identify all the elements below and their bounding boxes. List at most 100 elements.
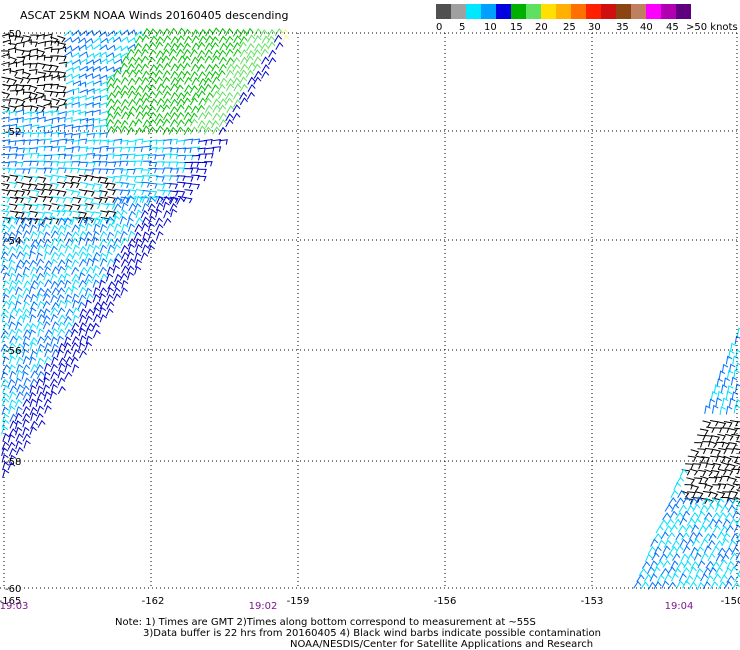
wind-barb (8, 153, 18, 159)
wind-barb (735, 349, 740, 359)
wind-barb (79, 161, 89, 168)
wind-barb (211, 55, 220, 64)
wind-barb (247, 76, 256, 85)
wind-barb (120, 105, 129, 114)
wind-barb (8, 181, 18, 189)
wind-barb (36, 357, 45, 367)
wind-barb (141, 244, 150, 253)
wind-barb (43, 188, 53, 196)
wind-barb (182, 97, 191, 106)
wind-barb (99, 196, 109, 204)
wind-barb (79, 58, 88, 65)
legend-swatch (646, 4, 661, 19)
wind-barb (155, 125, 164, 134)
wind-barb (1, 453, 9, 463)
wind-barb (106, 223, 114, 232)
wind-barb (57, 85, 67, 92)
wind-barb (14, 300, 22, 310)
wind-barb (50, 307, 59, 316)
wind-barb (42, 315, 51, 324)
wind-barb (35, 398, 43, 407)
wind-barb (733, 560, 740, 569)
wind-barb (722, 491, 732, 497)
wind-barb (141, 196, 150, 203)
wind-barb (28, 250, 36, 260)
wind-barb (726, 560, 735, 570)
wind-barb (149, 98, 158, 107)
wind-barb (9, 370, 17, 380)
wind-barb (728, 350, 735, 359)
wind-barb (205, 28, 214, 37)
wind-barb (719, 574, 728, 583)
wind-barb (119, 62, 128, 71)
wind-barb (51, 203, 61, 210)
wind-barb (148, 230, 156, 240)
wind-barb (141, 125, 150, 134)
wind-barb (176, 42, 185, 51)
wind-barb (37, 131, 47, 138)
wind-barb (57, 75, 66, 82)
wind-barb (9, 237, 18, 246)
wind-barb (65, 88, 75, 95)
wind-barb (147, 222, 155, 232)
wind-barb (719, 525, 729, 534)
wind-barb (141, 222, 149, 232)
wind-barb (43, 238, 52, 248)
wind-barb (141, 92, 150, 101)
wind-barb (84, 43, 94, 50)
wind-barb (127, 90, 136, 99)
wind-barb (8, 161, 18, 167)
wind-barb (177, 154, 187, 161)
wind-barb (50, 215, 58, 225)
wind-barb (49, 245, 58, 254)
wind-barb (57, 42, 67, 49)
wind-barb (15, 244, 24, 254)
wind-barb (218, 126, 227, 135)
wind-barb (714, 540, 723, 549)
wind-barb (65, 252, 74, 261)
wind-barb (50, 258, 58, 268)
wind-barb (162, 126, 171, 135)
wind-barb (653, 533, 662, 541)
wind-barb (16, 168, 26, 174)
wind-barb (86, 266, 95, 275)
wind-barb (29, 110, 39, 117)
wind-barb (50, 40, 60, 47)
wind-barb (50, 363, 58, 373)
wind-barb (119, 215, 128, 225)
wind-barb (16, 48, 25, 56)
wind-barb (1, 153, 10, 160)
wind-barb (43, 183, 53, 190)
wind-barb (246, 49, 255, 58)
wind-barb (15, 216, 24, 225)
wind-barb (112, 36, 122, 43)
lon-tick-label: -156 (434, 596, 457, 607)
wind-barb (713, 384, 721, 393)
wind-barb (218, 119, 227, 128)
wind-barb (79, 88, 88, 95)
wind-barb (56, 349, 64, 358)
wind-barb (168, 126, 177, 135)
wind-barb (1, 196, 11, 204)
wind-barb (162, 35, 172, 44)
wind-barb (163, 147, 173, 153)
wind-barb (168, 55, 178, 64)
wind-barb (233, 35, 242, 44)
wind-barb (85, 73, 94, 79)
wind-barb (119, 272, 128, 281)
wind-barb (133, 91, 142, 100)
wind-barb (2, 83, 11, 91)
wind-barb (22, 188, 31, 196)
wind-barb (79, 146, 89, 152)
wind-barb (170, 208, 178, 218)
wind-barb (85, 190, 95, 197)
wind-barb (85, 169, 95, 175)
wind-barb (71, 73, 81, 80)
wind-barb (134, 138, 144, 145)
wind-barb (121, 223, 129, 233)
wind-barb (134, 146, 144, 153)
wind-barb (169, 105, 178, 114)
wind-barb (714, 503, 723, 512)
wind-barb (268, 57, 277, 66)
wind-barb (71, 36, 81, 43)
